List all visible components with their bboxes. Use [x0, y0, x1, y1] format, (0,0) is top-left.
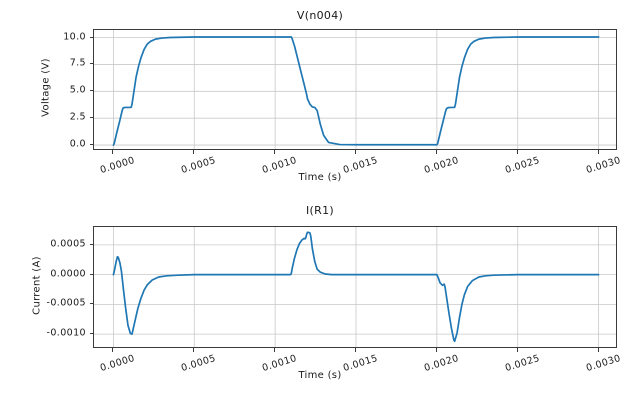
x-tick-mark	[435, 348, 437, 352]
panel-voltage: V(n004) Voltage (V) 0.0 2.5 5.0 7.5 10.0 0.0…	[0, 0, 640, 190]
y-tick-mark	[89, 303, 93, 305]
x-tick-mark	[516, 348, 518, 352]
y-tick-mark	[89, 36, 93, 38]
y-tick-mark	[89, 144, 93, 146]
x-tick-mark	[274, 348, 276, 352]
x-tick-mark	[274, 150, 276, 154]
y-tick-mark	[89, 243, 93, 245]
x-tick-mark	[516, 150, 518, 154]
y-tick-label: 7.5	[69, 57, 86, 69]
y-tick-label: 5.0	[69, 84, 86, 96]
y-tick-mark	[89, 117, 93, 119]
plot-area-voltage	[93, 29, 617, 150]
x-tick-mark	[435, 150, 437, 154]
y-tick-label: 10.0	[63, 31, 86, 43]
y-tick-label: 2.5	[69, 111, 86, 123]
y-tick-mark	[89, 333, 93, 335]
data-series-line	[112, 231, 600, 343]
y-tick-label: -0.0010	[46, 327, 86, 339]
plot-area-current	[93, 226, 617, 348]
y-tick-label: 0.0005	[50, 238, 86, 250]
x-tick-mark	[597, 150, 599, 154]
y-axis-label-current: Current (A)	[31, 256, 43, 315]
chart-title-current: I(R1)	[306, 204, 334, 217]
y-tick-label: 0.0	[69, 138, 86, 150]
x-tick-mark	[355, 348, 356, 352]
panel-current: I(R1) Current (A) -0.0010 -0.0005 0.0000 0.…	[0, 196, 640, 400]
y-tick-mark	[89, 273, 93, 275]
x-tick-mark	[112, 150, 114, 154]
x-axis-label-current: Time (s)	[298, 370, 342, 381]
x-tick-mark	[355, 150, 356, 154]
x-tick-mark	[597, 348, 599, 352]
x-tick-mark	[193, 348, 195, 352]
voltage-waveform-svg	[94, 30, 616, 149]
y-tick-label: -0.0005	[46, 297, 86, 309]
chart-title-voltage: V(n004)	[296, 9, 344, 22]
y-tick-label: 0.0000	[50, 268, 86, 280]
y-tick-mark	[89, 63, 93, 65]
current-waveform-svg	[94, 227, 616, 347]
y-tick-mark	[89, 90, 93, 92]
x-axis-label-voltage: Time (s)	[298, 172, 342, 183]
x-tick-mark	[193, 150, 195, 154]
x-tick-mark	[112, 348, 114, 352]
data-series-line	[112, 36, 600, 146]
